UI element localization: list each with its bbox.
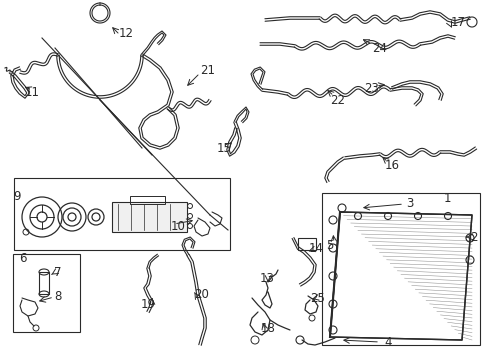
Text: 20: 20 [194,288,209,302]
Text: 23: 23 [364,81,379,95]
Text: 2: 2 [469,230,477,243]
Bar [39,272,49,294]
Bar [321,193,479,345]
Text: 24: 24 [372,41,386,54]
Text: 4: 4 [384,337,391,350]
Text: 7: 7 [54,266,61,279]
Text: 9: 9 [13,189,20,202]
Text: 1: 1 [442,192,450,204]
Bar [130,196,164,204]
Text: 19: 19 [140,298,155,311]
Text: 16: 16 [384,158,399,171]
Bar [13,254,80,332]
Bar [112,202,186,232]
Text: 15: 15 [216,141,231,154]
Text: 3: 3 [406,197,413,210]
Text: 21: 21 [200,63,215,77]
Text: 22: 22 [330,94,345,107]
Text: 25: 25 [310,292,325,305]
Text: 10: 10 [170,220,185,233]
Text: 12: 12 [118,27,133,40]
Text: 8: 8 [54,289,61,302]
Bar [14,178,229,250]
Text: 5: 5 [325,239,333,252]
Text: 17: 17 [449,15,465,28]
Polygon shape [329,212,471,340]
Bar [297,238,315,250]
Text: 11: 11 [24,86,40,99]
Text: 14: 14 [308,242,323,255]
Text: 18: 18 [260,321,275,334]
Text: 6: 6 [19,252,27,265]
Text: 13: 13 [259,271,274,284]
